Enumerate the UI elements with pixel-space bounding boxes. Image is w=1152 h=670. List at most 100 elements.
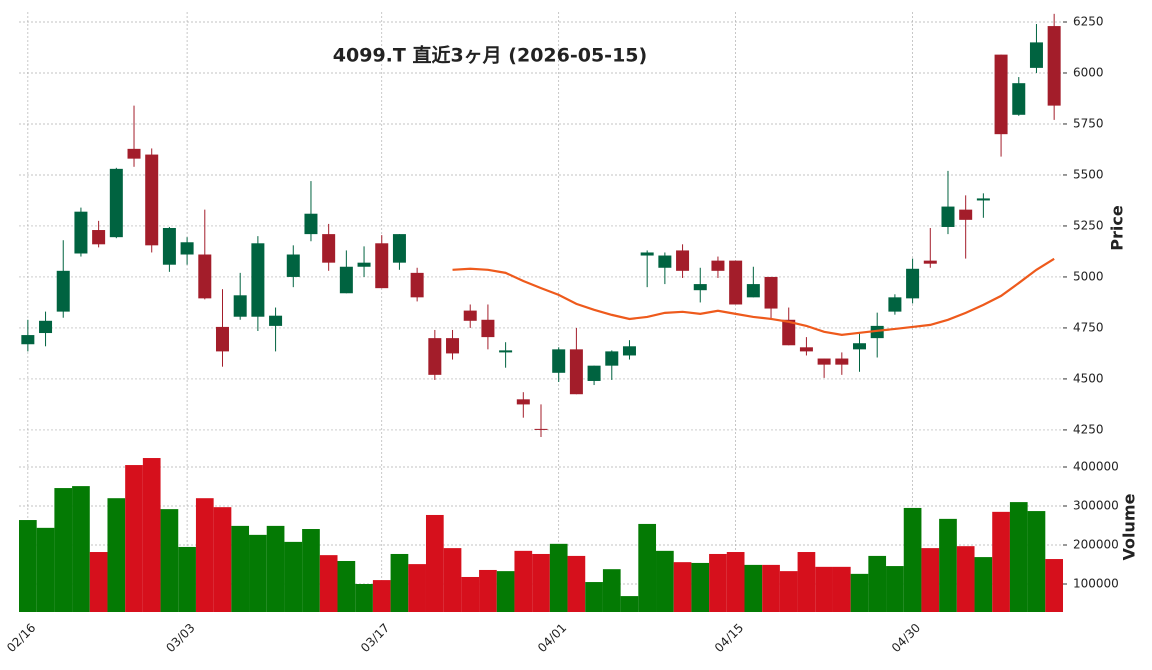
y-axis-label: Price bbox=[1108, 205, 1127, 251]
y-tick-label: 6250 bbox=[1073, 14, 1104, 28]
candle-body bbox=[1047, 26, 1061, 106]
y-tick-label: 400000 bbox=[1073, 459, 1119, 473]
y-tick-label: 100000 bbox=[1073, 576, 1119, 590]
candle-body bbox=[1029, 42, 1043, 68]
y-tick-label: 4750 bbox=[1073, 320, 1104, 334]
candle-body bbox=[92, 230, 106, 245]
volume-bar bbox=[284, 541, 303, 612]
candle-body bbox=[357, 262, 371, 267]
candle-body bbox=[1012, 83, 1026, 115]
volume-bar bbox=[921, 548, 940, 612]
candle-body bbox=[428, 338, 442, 375]
candle-body bbox=[906, 268, 920, 299]
candle-body bbox=[534, 428, 548, 430]
volume-bar bbox=[142, 458, 161, 612]
volume-bar bbox=[390, 553, 409, 612]
volume-bar bbox=[992, 511, 1010, 612]
candle-body bbox=[446, 338, 460, 354]
volume-bar bbox=[231, 525, 250, 612]
volume-bar bbox=[691, 562, 710, 612]
candle-body bbox=[569, 349, 583, 395]
volume-bar bbox=[726, 552, 745, 612]
candle-body bbox=[817, 358, 831, 365]
volume-bar bbox=[532, 553, 550, 612]
volume-bar bbox=[567, 555, 586, 612]
volume-bar bbox=[797, 552, 816, 612]
volume-bar bbox=[355, 583, 373, 612]
volume-bar bbox=[249, 534, 267, 612]
x-tick-label: 04/15 bbox=[712, 621, 746, 655]
candle-body bbox=[888, 297, 902, 312]
volume-bar bbox=[425, 514, 444, 612]
volume-bar bbox=[939, 518, 957, 612]
candle-body bbox=[640, 252, 654, 256]
candle-body bbox=[622, 346, 636, 356]
volume-axis-label: Volume bbox=[1120, 493, 1139, 560]
candle-body bbox=[322, 234, 336, 263]
y-tick-label: 5750 bbox=[1073, 116, 1104, 130]
candle-body bbox=[835, 358, 849, 365]
volume-bar bbox=[319, 555, 338, 612]
candle-body bbox=[109, 168, 123, 238]
candle-body bbox=[286, 254, 300, 277]
candle-body bbox=[463, 310, 477, 321]
volume-bar bbox=[337, 560, 356, 612]
y-tick-label: 5500 bbox=[1073, 167, 1104, 181]
volume-bar bbox=[479, 569, 497, 612]
volume-bar bbox=[868, 555, 887, 612]
candle-body bbox=[870, 325, 884, 339]
candle-body bbox=[923, 260, 937, 264]
candle-body bbox=[711, 260, 725, 271]
candle-body bbox=[21, 335, 35, 345]
volume-bar bbox=[302, 529, 320, 612]
volume-bar bbox=[160, 509, 179, 612]
x-tick-label: 02/16 bbox=[4, 621, 38, 655]
volume-bar bbox=[72, 486, 90, 612]
volume-bar bbox=[549, 543, 568, 612]
y-tick-label: 4250 bbox=[1073, 422, 1104, 436]
volume-bar bbox=[54, 488, 73, 612]
volume-bar bbox=[585, 582, 603, 612]
volume-bar bbox=[673, 562, 692, 612]
volume-bar bbox=[89, 552, 108, 612]
candle-body bbox=[375, 243, 389, 289]
volume-bar bbox=[815, 566, 833, 612]
y-tick-label: 300000 bbox=[1073, 498, 1119, 512]
volume-bar bbox=[107, 498, 126, 612]
volume-bar bbox=[620, 596, 639, 612]
y-tick-label: 5250 bbox=[1073, 218, 1104, 232]
candle-body bbox=[145, 154, 159, 246]
volume-bar bbox=[496, 571, 515, 612]
candle-body bbox=[746, 284, 760, 298]
volume-bar bbox=[656, 550, 674, 612]
volume-bar bbox=[461, 576, 480, 612]
moving-average-line bbox=[452, 257, 1055, 336]
volume-bar bbox=[709, 553, 727, 612]
candle-body bbox=[233, 295, 247, 317]
y-tick-label: 6000 bbox=[1073, 65, 1104, 79]
candle-body bbox=[676, 250, 690, 271]
candle-body bbox=[304, 213, 318, 235]
candle-body bbox=[127, 148, 141, 159]
volume-bar bbox=[1009, 502, 1028, 612]
candle-body bbox=[959, 209, 973, 220]
volume-bar bbox=[974, 557, 993, 612]
volume-bar bbox=[602, 569, 621, 612]
volume-bar bbox=[213, 507, 232, 612]
volume-bar bbox=[744, 564, 763, 612]
candle-body bbox=[74, 211, 88, 254]
candle-body bbox=[799, 347, 813, 352]
chart-title: 4099.T 直近3ヶ月 (2026-05-15) bbox=[333, 44, 647, 67]
candle-body bbox=[941, 206, 955, 227]
candle-body bbox=[499, 350, 513, 353]
candle-body bbox=[392, 234, 406, 263]
volume-bar bbox=[408, 564, 426, 612]
y-tick-label: 4500 bbox=[1073, 371, 1104, 385]
candle-body bbox=[56, 270, 70, 312]
candle-body bbox=[251, 243, 265, 317]
y-tick-label: 200000 bbox=[1073, 537, 1119, 551]
volume-bar bbox=[125, 465, 143, 612]
x-tick-label: 04/01 bbox=[535, 621, 569, 655]
candle-body bbox=[269, 315, 283, 326]
